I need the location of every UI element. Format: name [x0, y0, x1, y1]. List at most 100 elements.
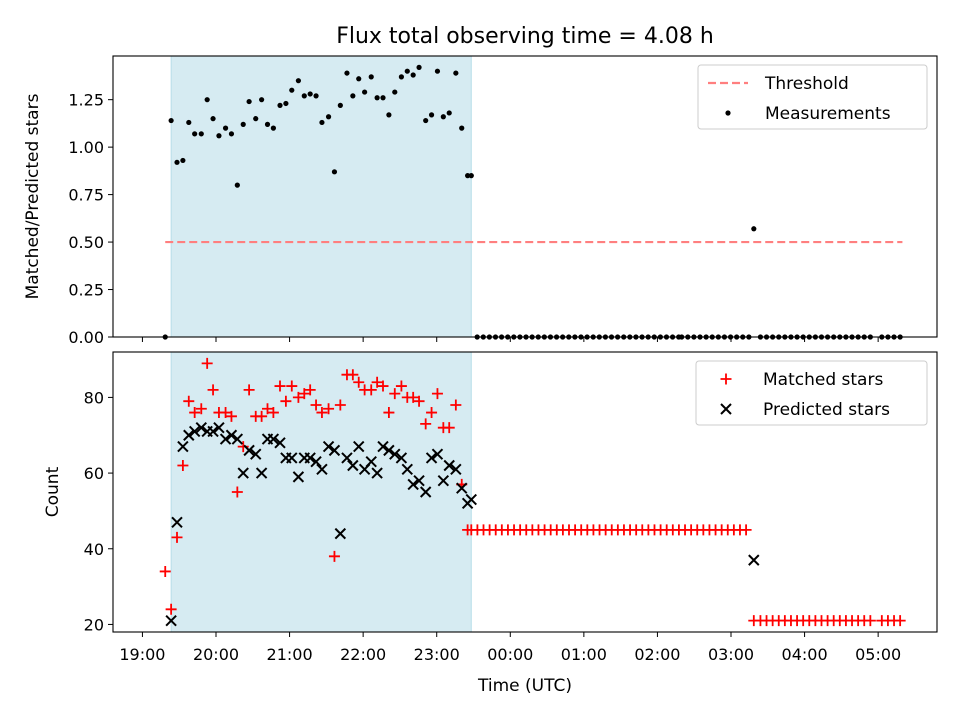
predicted-point: [286, 452, 298, 464]
measurement-point: [234, 182, 240, 188]
measurement-point: [398, 74, 404, 80]
predicted-point: [165, 614, 177, 627]
measurement-point: [325, 114, 332, 120]
predicted-point: [383, 444, 395, 457]
measurement-point: [386, 112, 392, 118]
predicted-point: [450, 463, 462, 476]
measurement-point: [313, 93, 319, 99]
x-tick-label: 23:00: [414, 645, 460, 664]
matched-point: [334, 399, 346, 411]
measurement-point: [246, 98, 252, 105]
measurement-point: [289, 87, 295, 93]
predicted-point: [365, 456, 377, 468]
bottom-panel: 20 40 60 80 Count 19:00 20:00 21:00 22:00 23:00 00…: [43, 351, 938, 664]
measurement-point: [283, 100, 289, 107]
predicted-point: [465, 493, 478, 506]
measurement-point: [259, 97, 265, 103]
y-tick-label: 0.25: [68, 281, 104, 300]
measurement-point: [204, 97, 210, 103]
predicted-point: [443, 459, 455, 472]
matched-point: [328, 550, 340, 562]
predicted-point: [195, 421, 207, 434]
legend-label: Matched stars: [763, 370, 883, 390]
predicted-point: [334, 527, 347, 540]
x-tick-label: 20:00: [193, 645, 239, 664]
matched-point: [389, 388, 401, 400]
matched-point: [431, 388, 443, 400]
y-axis-label: Count: [43, 466, 63, 517]
matched-point: [310, 399, 322, 411]
measurement-point: [344, 70, 350, 76]
predicted-point: [401, 463, 413, 476]
measurement-point: [368, 74, 374, 80]
predicted-point: [377, 440, 389, 453]
matched-point: [243, 384, 255, 396]
measurement-point: [264, 121, 271, 127]
y-tick-label: 20: [84, 615, 104, 634]
predicted-point: [274, 437, 286, 449]
measurement-point: [301, 93, 307, 99]
predicted-point: [419, 486, 432, 498]
x-tick-label: 04:00: [782, 645, 828, 664]
measurement-point: [440, 114, 446, 120]
measurement-point: [423, 117, 429, 124]
x-tick-label: 05:00: [855, 645, 901, 664]
matched-point: [231, 486, 243, 498]
measurement-point: [307, 91, 313, 97]
measurement-point: [228, 131, 235, 137]
matched-point: [165, 603, 177, 615]
matched-point: [864, 615, 876, 627]
measurement-point: [350, 93, 356, 99]
measurement-point: [319, 119, 325, 126]
x-tick-label: 22:00: [340, 645, 386, 664]
matched-point: [237, 441, 249, 453]
matched-point: [443, 422, 455, 434]
predicted-point: [292, 471, 305, 483]
x-tick-label: 02:00: [634, 645, 680, 664]
measurement-point: [168, 117, 174, 124]
predicted-point: [353, 440, 365, 453]
measurement-point: [240, 121, 246, 127]
matched-point: [183, 395, 195, 407]
predicted-point: [748, 554, 760, 566]
matched-point: [225, 410, 237, 422]
y-axis-label: Matched/Predicted stars: [23, 93, 43, 299]
x-tick-label: 00:00: [487, 645, 533, 664]
measurement-point: [331, 169, 338, 175]
predicted-point: [341, 452, 353, 464]
measurement-point: [751, 226, 757, 232]
measurement-point: [180, 157, 186, 164]
measurement-point: [434, 68, 441, 74]
matched-point: [894, 615, 906, 627]
matched-point: [450, 399, 462, 411]
predicted-point: [225, 429, 238, 441]
predicted-point: [243, 444, 255, 457]
measurement-point: [428, 112, 435, 118]
x-axis-label: Time (UTC): [477, 676, 572, 696]
predicted-point: [237, 467, 249, 479]
x-tick-label: 01:00: [561, 645, 607, 664]
top-shaded-region: [170, 55, 472, 338]
legend-box: [695, 360, 928, 426]
matched-point: [347, 369, 359, 381]
predicted-point: [347, 459, 359, 472]
measurement-point: [277, 102, 283, 108]
legend-predicted-marker: [720, 403, 732, 415]
measurement-point: [198, 131, 204, 137]
matched-point: [256, 410, 268, 422]
predicted-point: [328, 444, 341, 457]
matched-point: [413, 395, 425, 407]
legend-measurement-marker: [725, 110, 731, 116]
predicted-point: [177, 440, 189, 453]
bottom-axes-frame: [112, 351, 938, 633]
matched-point: [267, 407, 279, 419]
measurement-point: [410, 72, 416, 78]
matched-point: [426, 407, 438, 419]
matched-point: [177, 460, 189, 472]
predicted-point: [371, 467, 383, 479]
matched-point: [280, 395, 292, 407]
predicted-point: [322, 440, 335, 453]
measurement-point: [192, 131, 198, 137]
y-tick-label: 1.00: [68, 138, 104, 157]
matched-point: [220, 407, 232, 419]
